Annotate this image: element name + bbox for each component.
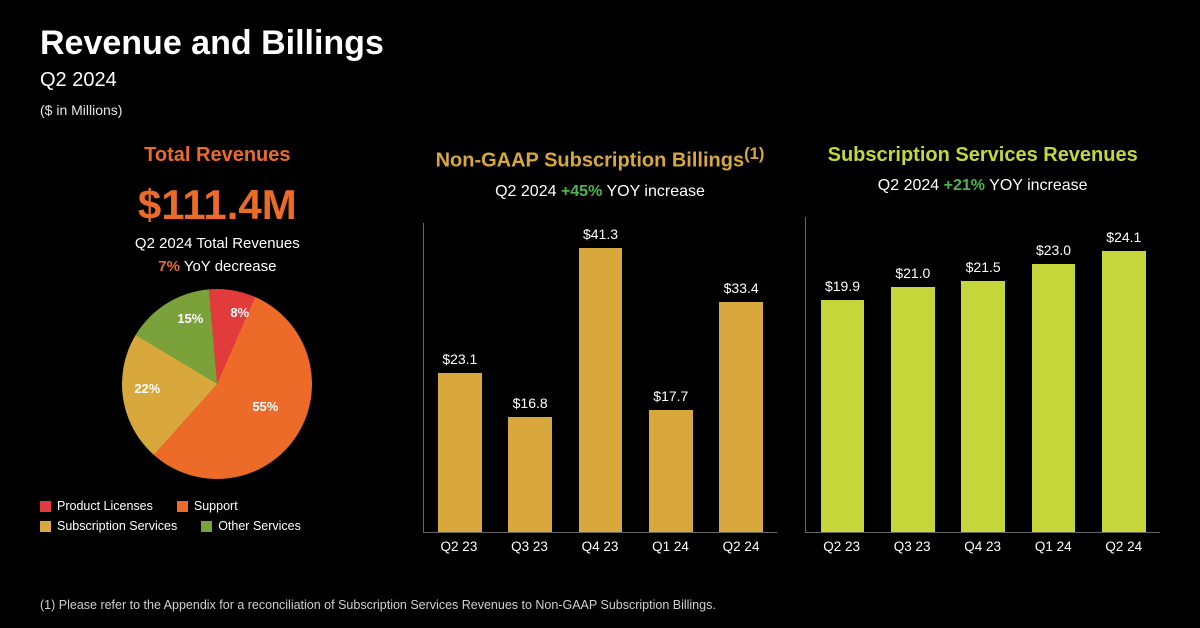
col-subscription: Subscription Services Revenues Q2 2024 +…	[805, 144, 1160, 554]
legend-text: Subscription Services	[57, 519, 177, 533]
subscription-subheading: Q2 2024 +21% YOY increase	[878, 177, 1088, 195]
total-revenues-heading: Total Revenues	[144, 144, 290, 167]
col-total-revenues: Total Revenues $111.4M Q2 2024 Total Rev…	[40, 144, 395, 554]
legend-text: Product Licenses	[57, 499, 153, 513]
legend-item: Other Services	[201, 519, 301, 533]
page-title: Revenue and Billings	[40, 24, 1160, 63]
units-label: ($ in Millions)	[40, 102, 1160, 118]
billings-heading-text: Non-GAAP Subscription Billings	[436, 150, 745, 172]
bar-axis-label: Q4 23	[952, 539, 1013, 554]
legend-text: Support	[194, 499, 238, 513]
bar-value-label: $23.0	[1036, 242, 1071, 258]
bar-slot: $23.1	[430, 223, 490, 532]
total-revenues-line2: 7% YoY decrease	[158, 258, 276, 275]
legend-swatch	[177, 501, 188, 512]
bar-rect	[891, 287, 934, 532]
legend-text: Other Services	[218, 519, 301, 533]
legend-swatch	[201, 521, 212, 532]
columns: Total Revenues $111.4M Q2 2024 Total Rev…	[40, 144, 1160, 554]
bar-axis-label: Q2 23	[429, 539, 490, 554]
bar-value-label: $21.0	[895, 265, 930, 281]
bar-slot: $21.0	[883, 217, 943, 532]
footnote: (1) Please refer to the Appendix for a r…	[40, 598, 716, 612]
bar-axis-label: Q3 23	[499, 539, 560, 554]
pie-slice-label: 8%	[230, 305, 249, 320]
bar-rect	[1032, 264, 1075, 532]
subscription-sub-prefix: Q2 2024	[878, 177, 944, 194]
bar-axis-label: Q2 23	[811, 539, 872, 554]
billings-heading: Non-GAAP Subscription Billings(1)	[436, 144, 765, 173]
bar-value-label: $24.1	[1106, 229, 1141, 245]
billings-subheading: Q2 2024 +45% YOY increase	[495, 183, 705, 201]
revenue-pie-chart: 8% 55% 22% 15%	[122, 289, 312, 479]
bar-rect	[579, 248, 622, 532]
pie-legend: Product Licenses Support Subscription Serv…	[40, 493, 395, 533]
billings-bar-chart: $23.1 $16.8 $41.3 $17.7 $33.4 Q2 23 Q3 23 Q4 2…	[423, 201, 778, 554]
billings-sub-prefix: Q2 2024	[495, 183, 561, 200]
col-billings: Non-GAAP Subscription Billings(1) Q2 202…	[423, 144, 778, 554]
subscription-sub-suffix: YOY increase	[985, 177, 1088, 194]
yoy-suffix: YoY decrease	[180, 258, 276, 275]
legend-item: Subscription Services	[40, 519, 177, 533]
bar-axis-label: Q1 24	[640, 539, 701, 554]
bar-rect	[719, 302, 762, 532]
slide: Revenue and Billings Q2 2024 ($ in Milli…	[0, 0, 1200, 628]
bar-slot: $23.0	[1023, 217, 1083, 532]
bar-rect	[821, 300, 864, 532]
subscription-sub-highlight: +21%	[944, 177, 985, 194]
bar-axis-label: Q3 23	[882, 539, 943, 554]
billings-sub-suffix: YOY increase	[602, 183, 705, 200]
billings-heading-sup: (1)	[744, 144, 764, 163]
bar-axis-label: Q2 24	[711, 539, 772, 554]
bar-axis-label: Q1 24	[1023, 539, 1084, 554]
bar-slot: $19.9	[812, 217, 872, 532]
total-revenues-line1: Q2 2024 Total Revenues	[135, 235, 300, 252]
bar-rect	[438, 373, 481, 532]
bar-slot: $41.3	[570, 223, 630, 532]
bar-slot: $24.1	[1094, 217, 1154, 532]
bar-rect	[961, 281, 1004, 532]
bar-rect	[1102, 251, 1145, 532]
bar-value-label: $21.5	[966, 259, 1001, 275]
bar-rect	[649, 410, 692, 532]
bar-value-label: $17.7	[653, 388, 688, 404]
subscription-heading: Subscription Services Revenues	[828, 144, 1138, 167]
legend-row: Subscription Services Other Services	[40, 519, 395, 533]
subscription-bar-chart: $19.9 $21.0 $21.5 $23.0 $24.1 Q2 23 Q3 23 Q4 2…	[805, 195, 1160, 554]
legend-row: Product Licenses Support	[40, 499, 395, 513]
pie-slice-label: 22%	[134, 381, 160, 396]
yoy-pct: 7%	[158, 258, 180, 275]
bar-value-label: $23.1	[442, 351, 477, 367]
billings-sub-highlight: +45%	[561, 183, 602, 200]
bar-axis-label: Q2 24	[1093, 539, 1154, 554]
legend-swatch	[40, 501, 51, 512]
bar-value-label: $19.9	[825, 278, 860, 294]
bar-slot: $33.4	[711, 223, 771, 532]
page-subtitle: Q2 2024	[40, 69, 1160, 92]
bar-value-label: $16.8	[513, 395, 548, 411]
bar-rect	[508, 417, 551, 532]
bar-value-label: $33.4	[724, 280, 759, 296]
bar-value-label: $41.3	[583, 226, 618, 242]
total-revenues-value: $111.4M	[138, 181, 297, 229]
legend-swatch	[40, 521, 51, 532]
legend-item: Product Licenses	[40, 499, 153, 513]
bar-slot: $16.8	[500, 223, 560, 532]
pie-slice-label: 15%	[177, 311, 203, 326]
bar-slot: $17.7	[641, 223, 701, 532]
pie-slice-label: 55%	[252, 399, 278, 414]
bar-slot: $21.5	[953, 217, 1013, 532]
legend-item: Support	[177, 499, 238, 513]
bar-axis-label: Q4 23	[570, 539, 631, 554]
